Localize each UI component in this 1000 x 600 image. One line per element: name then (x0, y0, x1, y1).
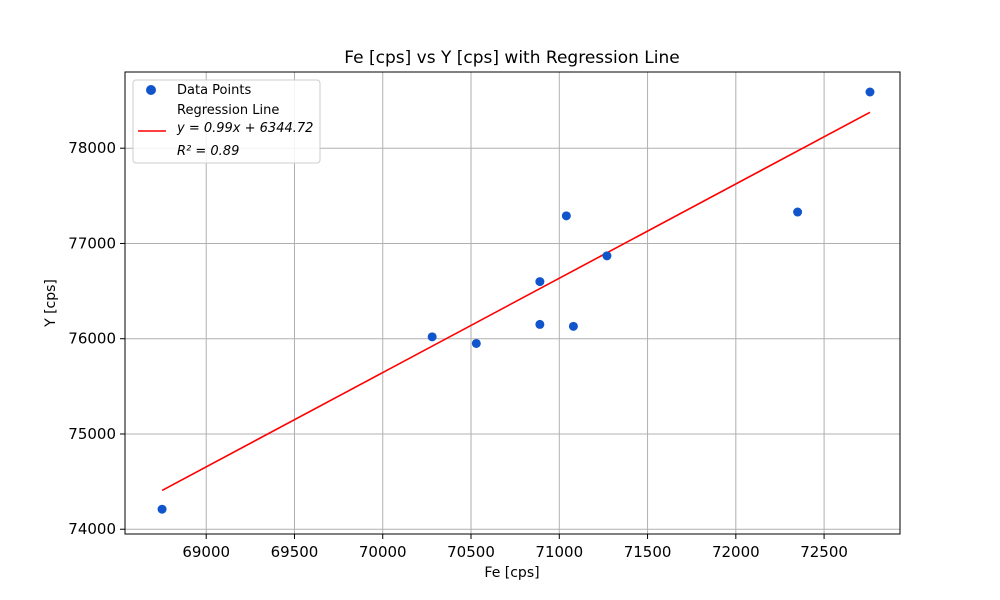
x-tick-label: 72000 (712, 543, 760, 561)
data-point (157, 504, 167, 514)
data-point (568, 321, 578, 331)
legend-label-regression: Regression Line (177, 103, 279, 118)
x-tick-label: 69000 (182, 543, 230, 561)
x-tick-label: 69500 (271, 543, 319, 561)
plot-area-frame (124, 71, 901, 535)
y-axis-ticks: 74000 75000 76000 77000 78000 (68, 139, 125, 538)
x-tick-label: 71500 (624, 543, 672, 561)
regression-layer (161, 111, 871, 492)
data-point (535, 319, 545, 329)
y-tick-label: 74000 (68, 520, 116, 538)
y-tick-label: 78000 (68, 139, 116, 157)
data-points-layer (157, 87, 875, 514)
data-point (865, 87, 875, 97)
grid (125, 72, 900, 534)
y-tick-label: 77000 (68, 234, 116, 252)
data-point (427, 332, 437, 342)
chart-title: Fe [cps] vs Y [cps] with Regression Line (344, 48, 679, 68)
legend-marker-data-points (146, 85, 156, 95)
x-tick-label: 70000 (359, 543, 407, 561)
legend-equation: y = 0.99x + 6344.72 (176, 121, 313, 136)
data-point (793, 207, 803, 217)
data-point (535, 277, 545, 287)
data-point (471, 338, 481, 348)
legend-r-squared: R² = 0.89 (177, 144, 239, 159)
x-tick-label: 71000 (535, 543, 583, 561)
x-tick-label: 70500 (447, 543, 495, 561)
y-tick-label: 76000 (68, 330, 116, 348)
y-axis-label: Y [cps] (43, 279, 59, 328)
legend-frame (132, 79, 321, 164)
data-point (602, 251, 612, 261)
x-axis-label: Fe [cps] (484, 565, 539, 581)
data-point (561, 211, 571, 221)
y-tick-label: 75000 (68, 425, 116, 443)
legend: Data Points Regression Line y = 0.99x + … (132, 79, 321, 164)
regression-line (161, 111, 871, 492)
legend-label-data-points: Data Points (177, 83, 251, 98)
x-axis-ticks: 69000 69500 70000 70500 71000 71500 72000 72500 (182, 534, 848, 561)
x-tick-label: 72500 (800, 543, 848, 561)
